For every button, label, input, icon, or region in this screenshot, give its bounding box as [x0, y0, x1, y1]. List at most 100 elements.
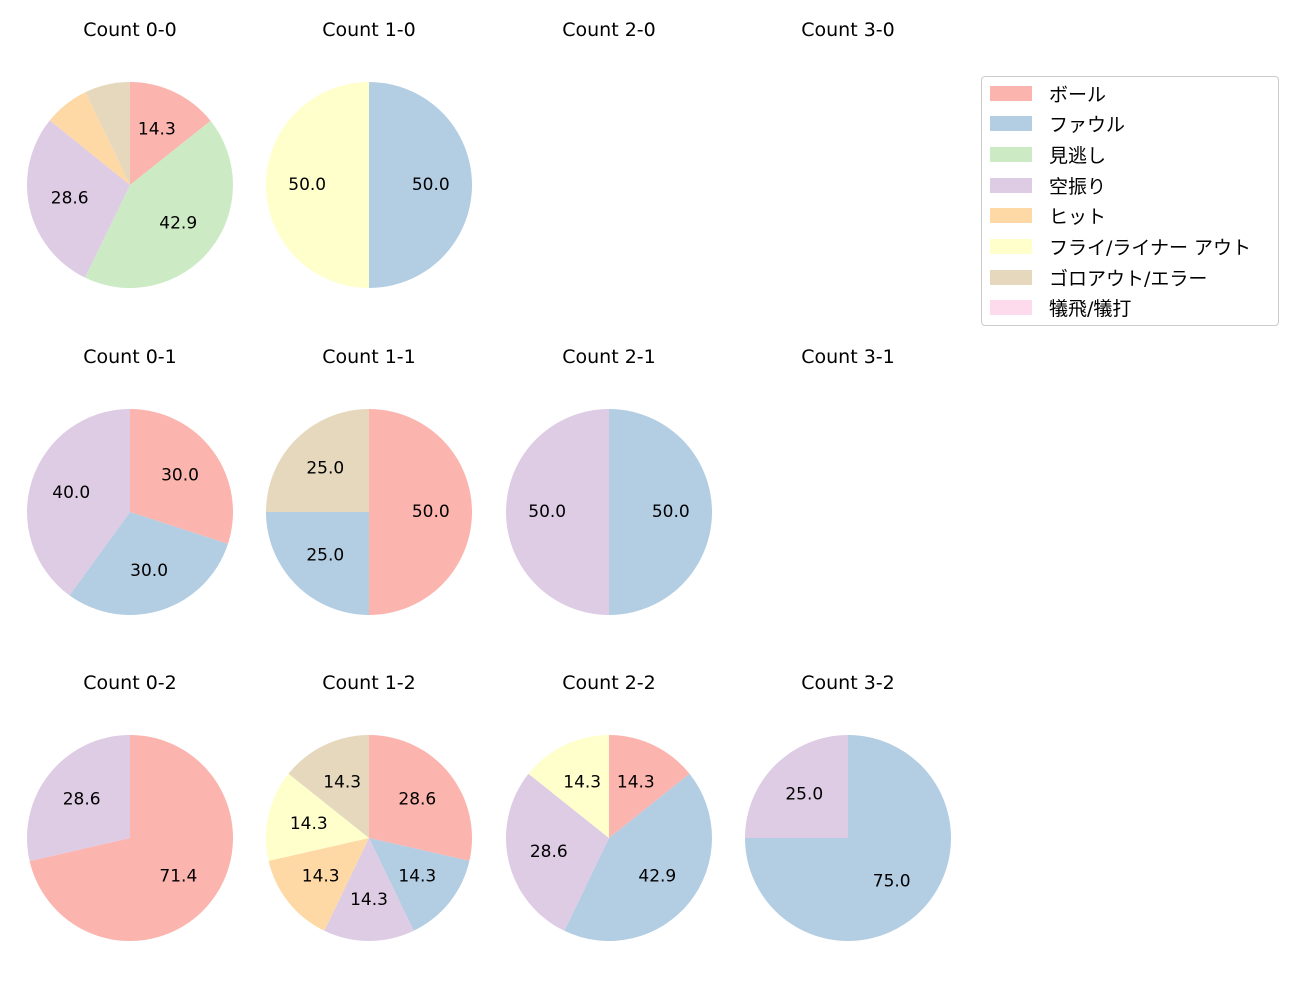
legend-swatch	[990, 300, 1032, 316]
pie-slice	[49, 92, 130, 185]
slice-label: 14.3	[323, 772, 361, 792]
legend-swatch	[990, 177, 1032, 193]
legend-swatch	[990, 269, 1032, 285]
slice-label: 28.6	[63, 790, 101, 810]
pie-title: Count 2-0	[562, 19, 656, 41]
pie-chart: Count 2-2 14.3 42.9 28.6 14.3	[506, 672, 712, 941]
pie-slice	[369, 735, 472, 861]
pie-slice	[26, 735, 130, 862]
slice-label: 50.0	[528, 502, 566, 522]
pie-slice	[85, 82, 130, 185]
pie-slice	[528, 735, 609, 838]
pie-slice	[69, 512, 228, 615]
slice-label: 14.3	[302, 867, 340, 887]
slice-label: 50.0	[412, 502, 450, 522]
legend-item: ヒット	[990, 206, 1106, 228]
legend-item: ファウル	[990, 114, 1125, 136]
legend-item: 空振り	[990, 175, 1106, 198]
slice-label: 25.0	[785, 784, 823, 804]
slice-label: 14.3	[398, 867, 436, 887]
pie-slice	[369, 409, 472, 615]
pie-chart: Count 0-1 30.0 30.0 40.0	[27, 346, 233, 615]
legend-swatch	[990, 208, 1032, 224]
pie-chart: Count 1-1 50.0 25.0 25.0	[266, 346, 472, 615]
pie-slice	[266, 82, 369, 288]
legend-item: 犠飛/犠打	[990, 298, 1131, 320]
legend-item: ボール	[990, 83, 1106, 106]
pie-chart: Count 0-2 71.4 28.6	[26, 672, 234, 941]
legend: ボールファウル見逃し空振りヒットフライ/ライナー アウトゴロアウト/エラー 犠飛/…	[981, 76, 1279, 326]
pie-slice	[84, 120, 233, 288]
legend-swatch	[990, 239, 1032, 254]
slice-label: 40.0	[52, 483, 90, 503]
pie-slice	[369, 838, 470, 931]
slice-label: 14.3	[563, 772, 601, 792]
slice-label: 28.6	[530, 842, 568, 862]
pie-chart: Count 3-1	[801, 346, 895, 368]
pie-slice	[324, 838, 414, 941]
pie-chart: Count 3-0	[801, 19, 895, 41]
slice-label: 42.9	[159, 214, 197, 234]
pie-title: Count 3-1	[801, 346, 895, 368]
pie-slice	[609, 409, 712, 615]
slice-label: 42.9	[638, 867, 676, 887]
pie-chart: Count 0-0 14.3 42.9 28.6	[27, 19, 233, 288]
slice-label: 50.0	[652, 502, 690, 522]
slice-label: 75.0	[873, 872, 911, 892]
legend-label: ゴロアウト/エラー	[1049, 267, 1208, 290]
pie-chart: Count 2-1 50.0 50.0	[506, 346, 712, 615]
legend-swatch	[990, 146, 1032, 162]
legend-label: ヒット	[1049, 206, 1107, 229]
pie-slice	[564, 773, 712, 941]
pie-chart: Count 1-2 28.6 14.3 14.3 14.3 14.3 14.3	[266, 672, 472, 941]
pie-slice	[130, 82, 211, 185]
slice-label: 71.4	[159, 866, 197, 886]
pie-slice	[29, 735, 234, 941]
legend-label: 犠飛/犠打	[1049, 298, 1132, 321]
legend-item: フライ/ライナー アウト	[990, 237, 1251, 259]
pie-title: Count 1-2	[322, 672, 416, 694]
pie-slice	[288, 735, 369, 838]
pie-chart: Count 2-0	[562, 19, 656, 41]
pie-slice	[266, 409, 369, 512]
pie-slice	[27, 120, 130, 278]
pie-chart: Count 1-0 50.0 50.0	[266, 19, 472, 288]
slice-label: 14.3	[350, 890, 388, 910]
legend-label: ボール	[1049, 83, 1107, 106]
slice-label: 28.6	[51, 188, 89, 208]
pie-chart: Count 3-2 75.0 25.0	[745, 672, 951, 941]
slice-label: 50.0	[288, 175, 326, 195]
slice-label: 50.0	[412, 175, 450, 195]
pie-slice	[609, 735, 690, 838]
pie-slice	[369, 82, 472, 288]
pie-slice	[266, 773, 369, 861]
pie-slice	[27, 409, 131, 596]
pie-title: Count 2-2	[562, 672, 656, 694]
pie-title: Count 2-1	[562, 346, 656, 368]
slice-label: 25.0	[306, 546, 344, 566]
legend-swatch	[990, 116, 1032, 132]
pie-title: Count 1-1	[322, 346, 416, 368]
pie-slice	[506, 773, 609, 931]
slice-label: 30.0	[161, 466, 199, 486]
legend-label: 空振り	[1049, 175, 1107, 198]
pie-title: Count 0-1	[83, 346, 177, 368]
pie-slice	[266, 512, 369, 615]
pie-slice	[268, 838, 369, 931]
slice-label: 30.0	[130, 561, 168, 581]
slice-label: 28.6	[398, 789, 436, 809]
pie-title: Count 3-0	[801, 19, 895, 41]
pie-slice	[745, 735, 848, 838]
slice-label: 25.0	[306, 458, 344, 478]
slice-label: 14.3	[617, 772, 655, 792]
legend-label: ファウル	[1049, 114, 1126, 137]
legend-swatch	[990, 85, 1032, 101]
pie-title: Count 0-2	[83, 672, 177, 694]
legend-item: 見逃し	[990, 144, 1106, 167]
pie-title: Count 1-0	[322, 19, 416, 41]
slice-label: 14.3	[138, 119, 176, 139]
pie-slice	[506, 409, 609, 615]
pie-slice	[130, 409, 233, 544]
pie-title: Count 0-0	[83, 19, 177, 41]
